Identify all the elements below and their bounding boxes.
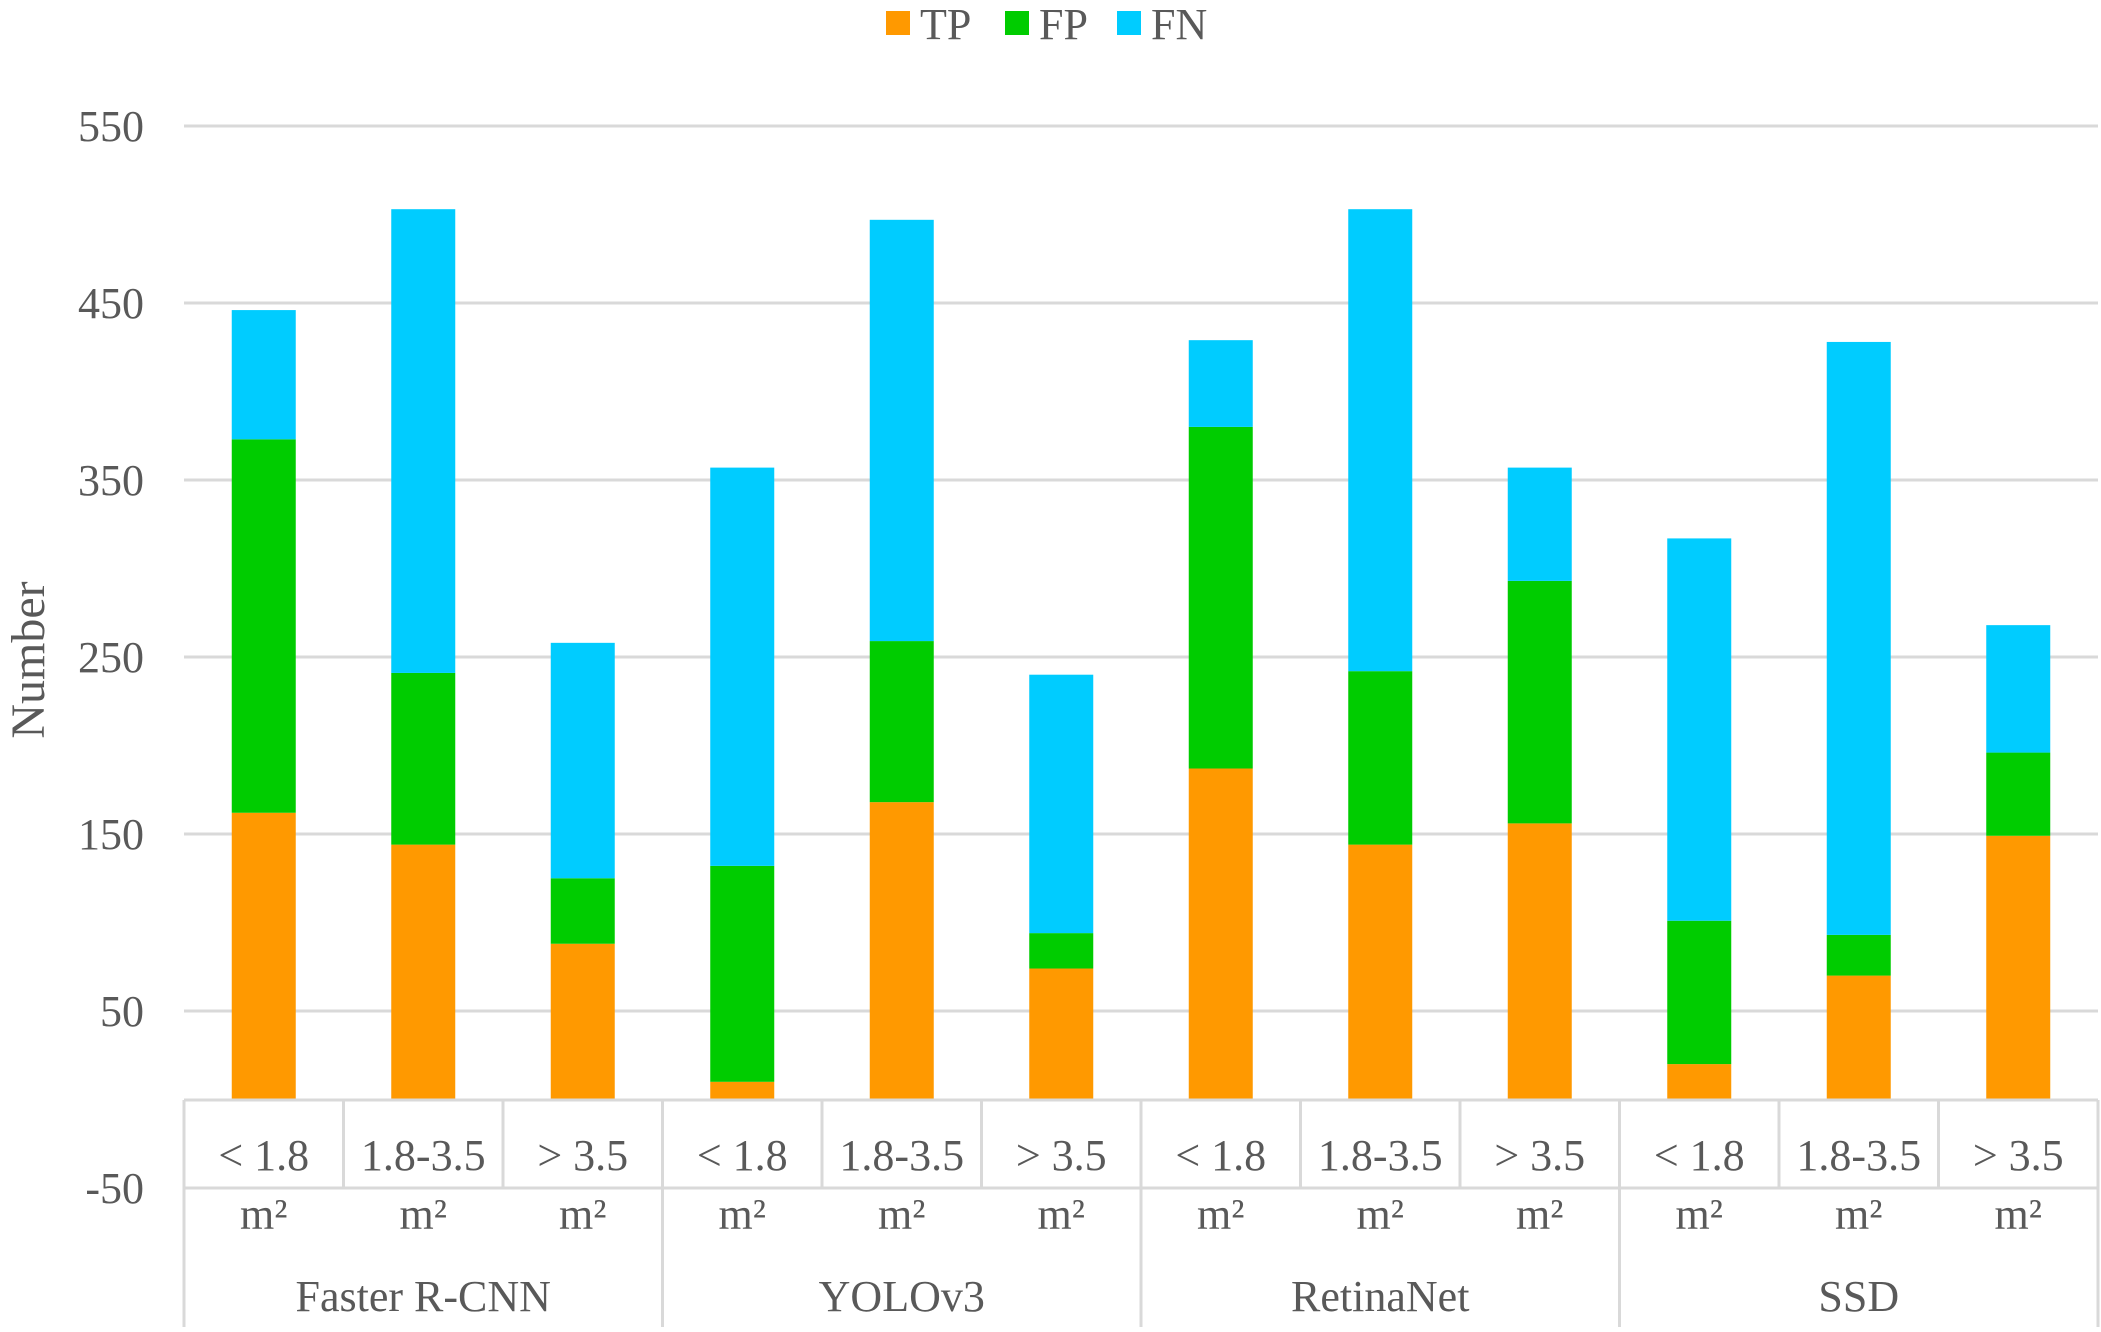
y-tick-label: 250 [78,633,144,682]
bar-tp [1348,844,1413,1100]
bar-fn [710,467,775,866]
bar-tp [1029,968,1094,1100]
bar-fn [1348,209,1413,672]
bar-fn [1188,340,1253,427]
category-unit-label: m² [1995,1190,2042,1239]
bar-fp [1667,920,1732,1065]
y-tick-label: 450 [78,279,144,328]
group-label: SSD [1818,1272,1899,1321]
bar-fn [1667,538,1732,921]
category-label: < 1.8 [697,1131,788,1180]
category-unit-label: m² [400,1190,447,1239]
bar-fp [1188,426,1253,769]
category-label: 1.8-3.5 [361,1131,486,1180]
legend-label-tp: TP [920,0,971,49]
bar-fn [1507,467,1572,581]
bar-tp [231,812,296,1100]
bar-fp [1029,933,1094,969]
group-label: Faster R-CNN [296,1272,551,1321]
category-unit-label: m² [719,1190,766,1239]
bar-fp [391,672,456,845]
bar-tp [1507,823,1572,1100]
bar-tp [710,1081,775,1100]
category-label: > 3.5 [1016,1131,1107,1180]
category-label: < 1.8 [218,1131,309,1180]
group-label: RetinaNet [1291,1272,1469,1321]
category-unit-label: m² [1357,1190,1404,1239]
bar-fp [1348,671,1413,845]
y-tick-label: 550 [78,102,144,151]
category-unit-label: m² [878,1190,925,1239]
gridlines [184,124,2098,1013]
bar-fp [550,878,615,944]
category-unit-label: m² [559,1190,606,1239]
category-label: 1.8-3.5 [1318,1131,1443,1180]
y-tick-label: 150 [78,810,144,859]
legend-swatch-fp [1005,11,1029,35]
bar-tp [1826,975,1891,1100]
y-tick-label: 350 [78,456,144,505]
bar-fn [391,209,456,673]
x-axis: < 1.8 m² 1.8-3.5 m² > 3.5 m² < 1.8 m² 1.8-3.5 m² >… [182,1098,2100,1327]
category-unit-label: m² [1676,1190,1723,1239]
category-unit-label: m² [1835,1190,1882,1239]
category-unit-label: m² [1197,1190,1244,1239]
legend-swatch-tp [886,11,910,35]
category-label: 1.8-3.5 [839,1131,964,1180]
category-unit-label: m² [1038,1190,1085,1239]
category-label: < 1.8 [1654,1131,1745,1180]
bar-tp [869,802,934,1100]
category-unit-label: m² [240,1190,287,1239]
category-label: > 3.5 [1973,1131,2064,1180]
legend-swatch-fn [1117,11,1141,35]
bar-fp [231,439,296,813]
y-axis-title: Number [2,581,55,738]
legend-label-fn: FN [1151,0,1207,49]
bar-fp [710,865,775,1082]
bar-fp [1507,580,1572,824]
bar-fn [231,310,296,440]
group-label: YOLOv3 [819,1272,985,1321]
legend-label-fp: FP [1039,0,1088,49]
y-tick-label: 50 [100,987,144,1036]
bar-fn [550,642,615,879]
bar-fn [1029,674,1094,934]
y-tick-label: -50 [85,1164,144,1213]
bar-tp [1667,1064,1732,1100]
bars [231,209,2051,1100]
bar-tp [1188,768,1253,1100]
category-unit-label: m² [1516,1190,1563,1239]
bar-fp [1826,934,1891,976]
category-label: 1.8-3.5 [1796,1131,1921,1180]
bar-fn [1986,625,2051,753]
category-label: < 1.8 [1175,1131,1266,1180]
bar-fn [869,219,934,642]
category-label: > 3.5 [537,1131,628,1180]
bar-tp [550,943,615,1100]
bar-fn [1826,341,1891,935]
bar-fp [1986,752,2051,836]
bar-tp [391,844,456,1100]
bar-fp [869,641,934,803]
legend: TP FP FN [886,0,1207,49]
category-label: > 3.5 [1494,1131,1585,1180]
y-axis-ticks: -50 50 150 250 350 450 550 [78,102,144,1213]
bar-tp [1986,835,2051,1100]
